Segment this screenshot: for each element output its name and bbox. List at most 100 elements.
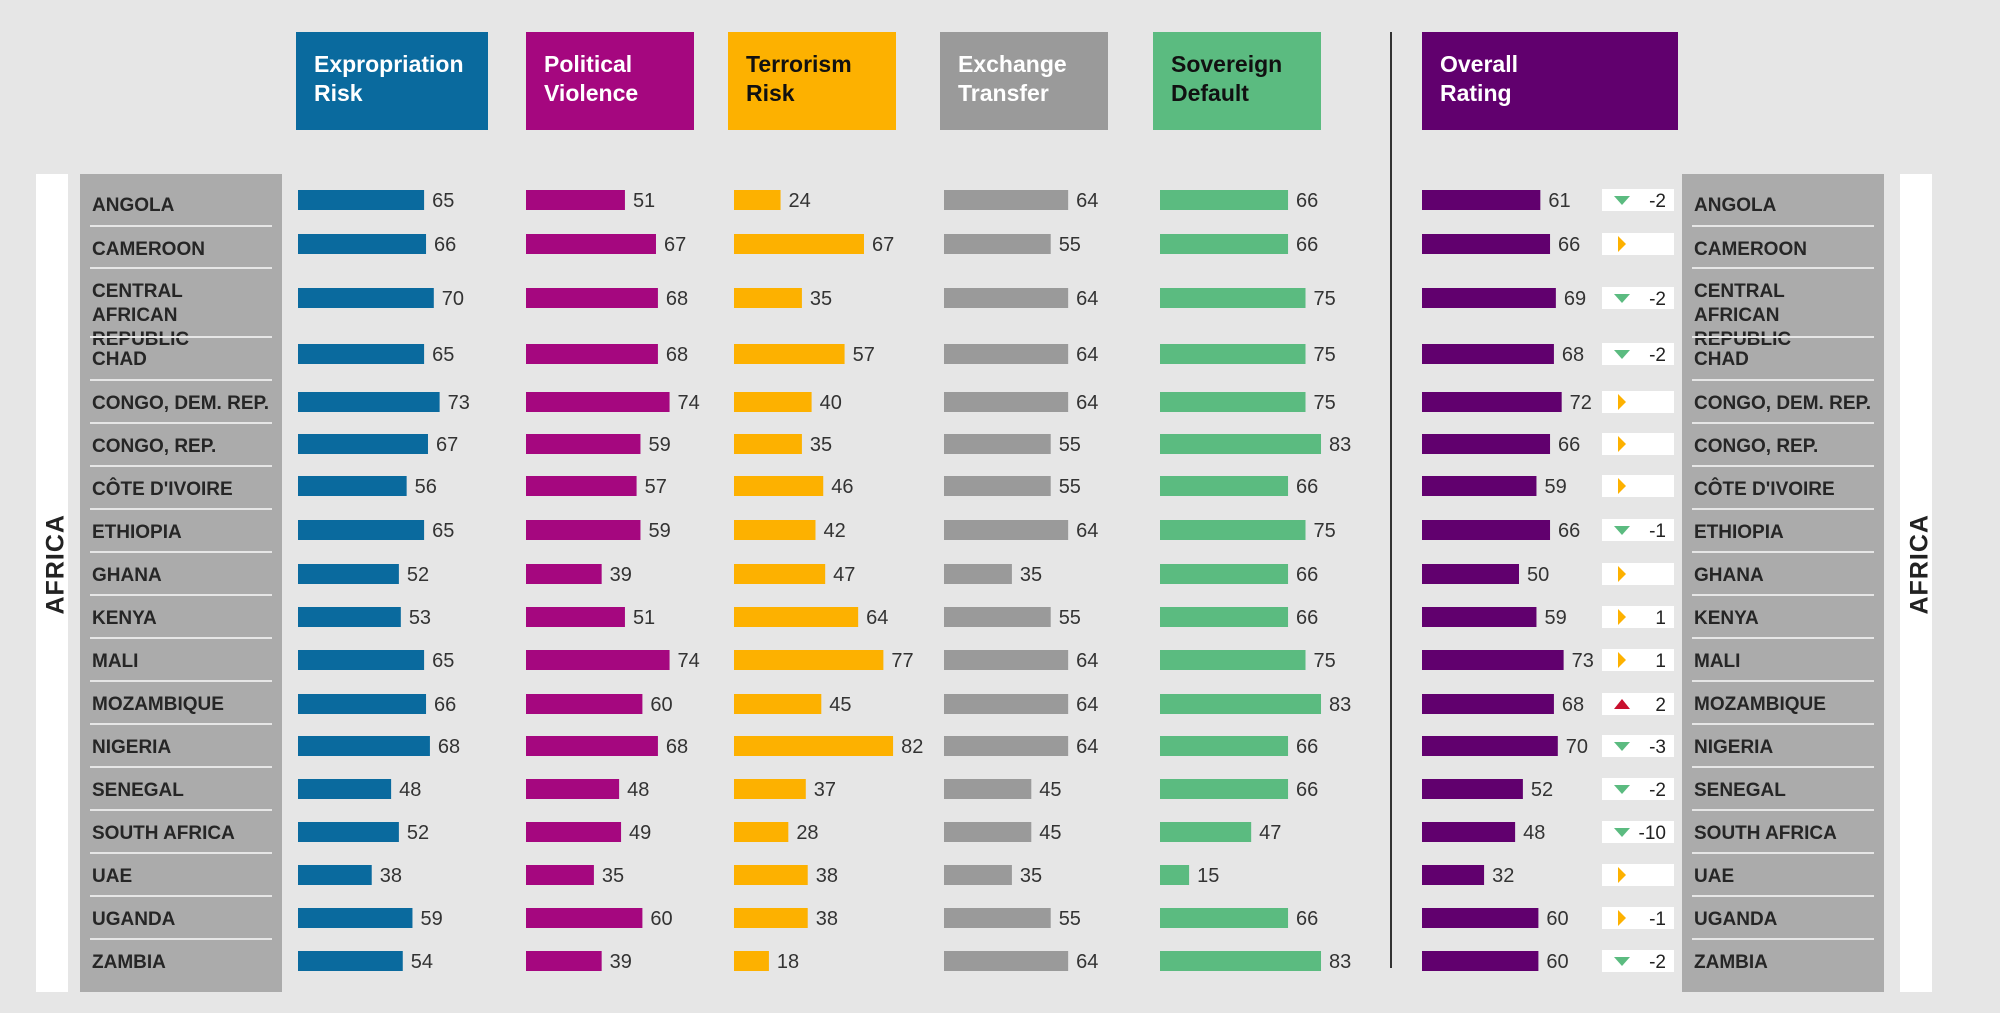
row-separator [1692,594,1874,596]
bar [1422,190,1541,210]
arrow-right-icon [1618,910,1626,926]
value-label: 38 [816,865,838,887]
bar [734,694,822,714]
arrow-right-icon [1618,436,1626,452]
change-box [1602,563,1674,585]
change-value: -10 [1639,823,1666,844]
country-label-right: ANGOLA [1694,195,1777,216]
country-label-right: KENYA [1694,608,1759,629]
value-label: 66 [1558,234,1580,256]
bar [1422,736,1558,756]
value-label: 64 [1076,392,1098,414]
value-label: 66 [1296,564,1318,586]
row-separator [1692,938,1874,940]
bar [1422,476,1537,496]
bar [1422,288,1556,308]
country-label-right: SOUTH AFRICA [1694,823,1837,844]
bar [526,434,641,454]
bar [1422,694,1554,714]
rating-change-indicator: -2 [1602,343,1674,366]
row-separator [90,379,272,381]
value-label: 39 [610,564,632,586]
value-label: 65 [432,190,454,212]
bar [734,344,845,364]
header-expropriation-risk: Expropriation Risk [296,32,488,130]
row-separator [1692,551,1874,553]
value-label: 37 [814,779,836,801]
rating-change-indicator [1602,233,1674,255]
bar [734,434,802,454]
country-label-left: SOUTH AFRICA [92,823,235,844]
rating-change-indicator: -2 [1602,189,1674,212]
bar [1160,520,1306,540]
value-label: 28 [796,822,818,844]
country-label-right: SENEGAL [1694,780,1786,801]
country-list-right: ANGOLA CAMEROON CENTRAL AFRICAN REPUBLIC CH… [1682,174,1884,992]
value-label: 66 [1296,908,1318,930]
rating-change-indicator [1602,563,1674,585]
bar [1422,520,1551,540]
country-label-right: UGANDA [1694,909,1778,930]
value-label: 75 [1314,344,1336,366]
bar [944,908,1051,928]
country-label-right: CENTRAL AFRICAN REPUBLIC [1694,281,1792,350]
rating-change-indicator: -1 [1602,519,1674,542]
rating-change-indicator: -1 [1602,907,1674,930]
bar [298,694,427,714]
change-box [1602,475,1674,497]
country-label-right: UAE [1694,866,1735,887]
country-label-right: NIGERIA [1694,737,1774,758]
value-label: 60 [1546,908,1568,930]
value-label: 65 [432,344,454,366]
bar [734,288,802,308]
country-label-left: ANGOLA [92,195,175,216]
value-label: 67 [664,234,686,256]
change-value: -1 [1649,521,1666,542]
bar [298,779,392,799]
value-label: 51 [633,190,655,212]
country-label-left: GHANA [92,565,162,586]
bar [1160,344,1306,364]
bar [734,951,769,971]
bar [734,190,781,210]
value-label: 45 [1039,779,1061,801]
bar [944,736,1069,756]
arrow-down-icon [1614,828,1630,837]
country-label-right: ETHIOPIA [1694,522,1784,543]
arrow-down-icon [1614,742,1630,751]
change-box [1602,519,1674,541]
bar [734,822,789,842]
bar [526,234,656,254]
country-label-right: CAMEROON [1694,239,1807,260]
header-sovereign-default: Sovereign Default [1153,32,1321,130]
change-box [1602,233,1674,255]
row-separator [90,551,272,553]
bar [1422,908,1539,928]
bar [734,476,824,496]
value-label: 66 [1296,736,1318,758]
bar [1160,736,1289,756]
value-label: 54 [411,951,433,973]
bar [1160,908,1289,928]
bar [526,736,658,756]
bar [298,865,372,885]
value-label: 82 [901,736,923,758]
arrow-right-icon [1618,478,1626,494]
arrow-up-icon [1614,699,1630,709]
row-separator [90,225,272,227]
bar [298,908,413,928]
bar [1422,344,1554,364]
bar [298,234,427,254]
bar [1160,288,1306,308]
change-value: 1 [1655,651,1666,672]
value-label: 64 [1076,288,1098,310]
value-label: 73 [448,392,470,414]
row-separator [1692,379,1874,381]
country-label-left: CONGO, REP. [92,436,217,457]
arrow-down-icon [1614,350,1630,359]
change-value: -2 [1649,780,1666,801]
value-label: 45 [829,694,851,716]
header-terrorism-risk: Terrorism Risk [728,32,896,130]
row-separator [90,594,272,596]
